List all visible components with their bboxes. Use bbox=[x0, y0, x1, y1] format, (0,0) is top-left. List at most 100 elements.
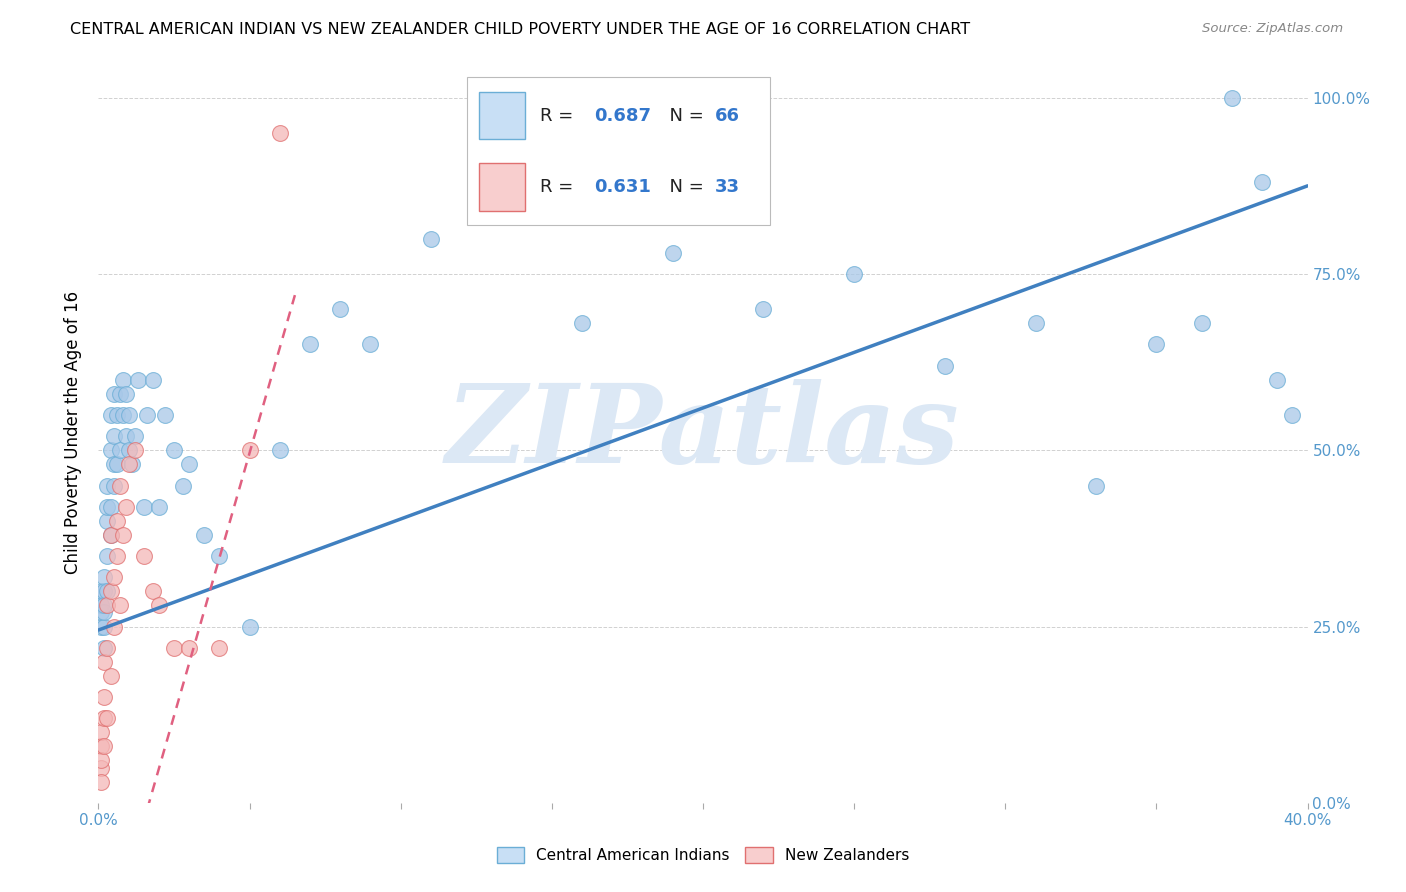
Point bbox=[420, 232, 443, 246]
Text: Source: ZipAtlas.com: Source: ZipAtlas.com bbox=[1202, 22, 1343, 36]
Point bbox=[100, 443, 122, 458]
Point bbox=[1251, 175, 1274, 189]
Point bbox=[105, 514, 128, 528]
Point bbox=[661, 245, 683, 260]
Point bbox=[90, 774, 112, 789]
Point bbox=[239, 443, 262, 458]
Point bbox=[132, 549, 155, 563]
Point bbox=[118, 408, 141, 422]
Point bbox=[127, 373, 149, 387]
Point bbox=[93, 584, 115, 599]
Point bbox=[239, 619, 262, 633]
Point bbox=[299, 337, 322, 351]
Point bbox=[93, 690, 115, 704]
Point bbox=[93, 739, 115, 754]
Point bbox=[132, 500, 155, 514]
Point bbox=[90, 739, 112, 754]
Point bbox=[96, 599, 118, 613]
Point bbox=[96, 584, 118, 599]
Point bbox=[148, 500, 170, 514]
Point bbox=[96, 500, 118, 514]
Point bbox=[93, 640, 115, 655]
Point bbox=[96, 711, 118, 725]
Point bbox=[179, 458, 201, 472]
Point bbox=[114, 387, 136, 401]
Point bbox=[111, 373, 134, 387]
Point bbox=[752, 302, 775, 317]
Point bbox=[103, 570, 125, 584]
Legend: Central American Indians, New Zealanders: Central American Indians, New Zealanders bbox=[491, 841, 915, 869]
Point bbox=[193, 528, 215, 542]
Point bbox=[90, 619, 112, 633]
Point bbox=[100, 528, 122, 542]
Point bbox=[1085, 478, 1108, 492]
Point bbox=[114, 429, 136, 443]
Point bbox=[103, 619, 125, 633]
Point bbox=[1191, 316, 1213, 330]
Point bbox=[124, 429, 146, 443]
Point bbox=[96, 514, 118, 528]
Point bbox=[100, 500, 122, 514]
Point bbox=[172, 478, 194, 492]
Point bbox=[96, 640, 118, 655]
Point bbox=[105, 458, 128, 472]
Point bbox=[208, 640, 231, 655]
Point bbox=[163, 443, 186, 458]
Point bbox=[103, 429, 125, 443]
Point bbox=[844, 267, 866, 281]
Point bbox=[179, 640, 201, 655]
Point bbox=[114, 500, 136, 514]
Point bbox=[153, 408, 176, 422]
Y-axis label: Child Poverty Under the Age of 16: Child Poverty Under the Age of 16 bbox=[65, 291, 83, 574]
Point bbox=[103, 387, 125, 401]
Point bbox=[1281, 408, 1303, 422]
Point bbox=[108, 478, 131, 492]
Point bbox=[269, 443, 291, 458]
Point bbox=[142, 584, 165, 599]
Point bbox=[208, 549, 231, 563]
Point bbox=[90, 725, 112, 739]
Point bbox=[269, 126, 291, 140]
Point bbox=[111, 408, 134, 422]
Point bbox=[93, 619, 115, 633]
Point bbox=[93, 570, 115, 584]
Point bbox=[90, 599, 112, 613]
Point bbox=[96, 549, 118, 563]
Point bbox=[124, 443, 146, 458]
Point bbox=[118, 458, 141, 472]
Text: CENTRAL AMERICAN INDIAN VS NEW ZEALANDER CHILD POVERTY UNDER THE AGE OF 16 CORRE: CENTRAL AMERICAN INDIAN VS NEW ZEALANDER… bbox=[70, 22, 970, 37]
Point bbox=[481, 196, 503, 211]
Text: ZIPatlas: ZIPatlas bbox=[446, 379, 960, 486]
Point bbox=[1267, 373, 1289, 387]
Point bbox=[93, 655, 115, 669]
Point bbox=[90, 760, 112, 774]
Point bbox=[1144, 337, 1167, 351]
Point bbox=[571, 316, 593, 330]
Point bbox=[111, 528, 134, 542]
Point bbox=[100, 408, 122, 422]
Point bbox=[135, 408, 157, 422]
Point bbox=[90, 606, 112, 620]
Point bbox=[100, 528, 122, 542]
Point bbox=[148, 599, 170, 613]
Point bbox=[105, 549, 128, 563]
Point bbox=[90, 754, 112, 768]
Point bbox=[108, 387, 131, 401]
Point bbox=[93, 606, 115, 620]
Point bbox=[100, 669, 122, 683]
Point bbox=[360, 337, 382, 351]
Point bbox=[96, 478, 118, 492]
Point bbox=[93, 599, 115, 613]
Point bbox=[118, 443, 141, 458]
Point bbox=[1220, 91, 1243, 105]
Point bbox=[90, 584, 112, 599]
Point bbox=[934, 359, 956, 373]
Point bbox=[93, 711, 115, 725]
Point bbox=[1024, 316, 1046, 330]
Point bbox=[163, 640, 186, 655]
Point bbox=[142, 373, 165, 387]
Point bbox=[103, 458, 125, 472]
Point bbox=[108, 443, 131, 458]
Point bbox=[121, 458, 143, 472]
Point bbox=[100, 584, 122, 599]
